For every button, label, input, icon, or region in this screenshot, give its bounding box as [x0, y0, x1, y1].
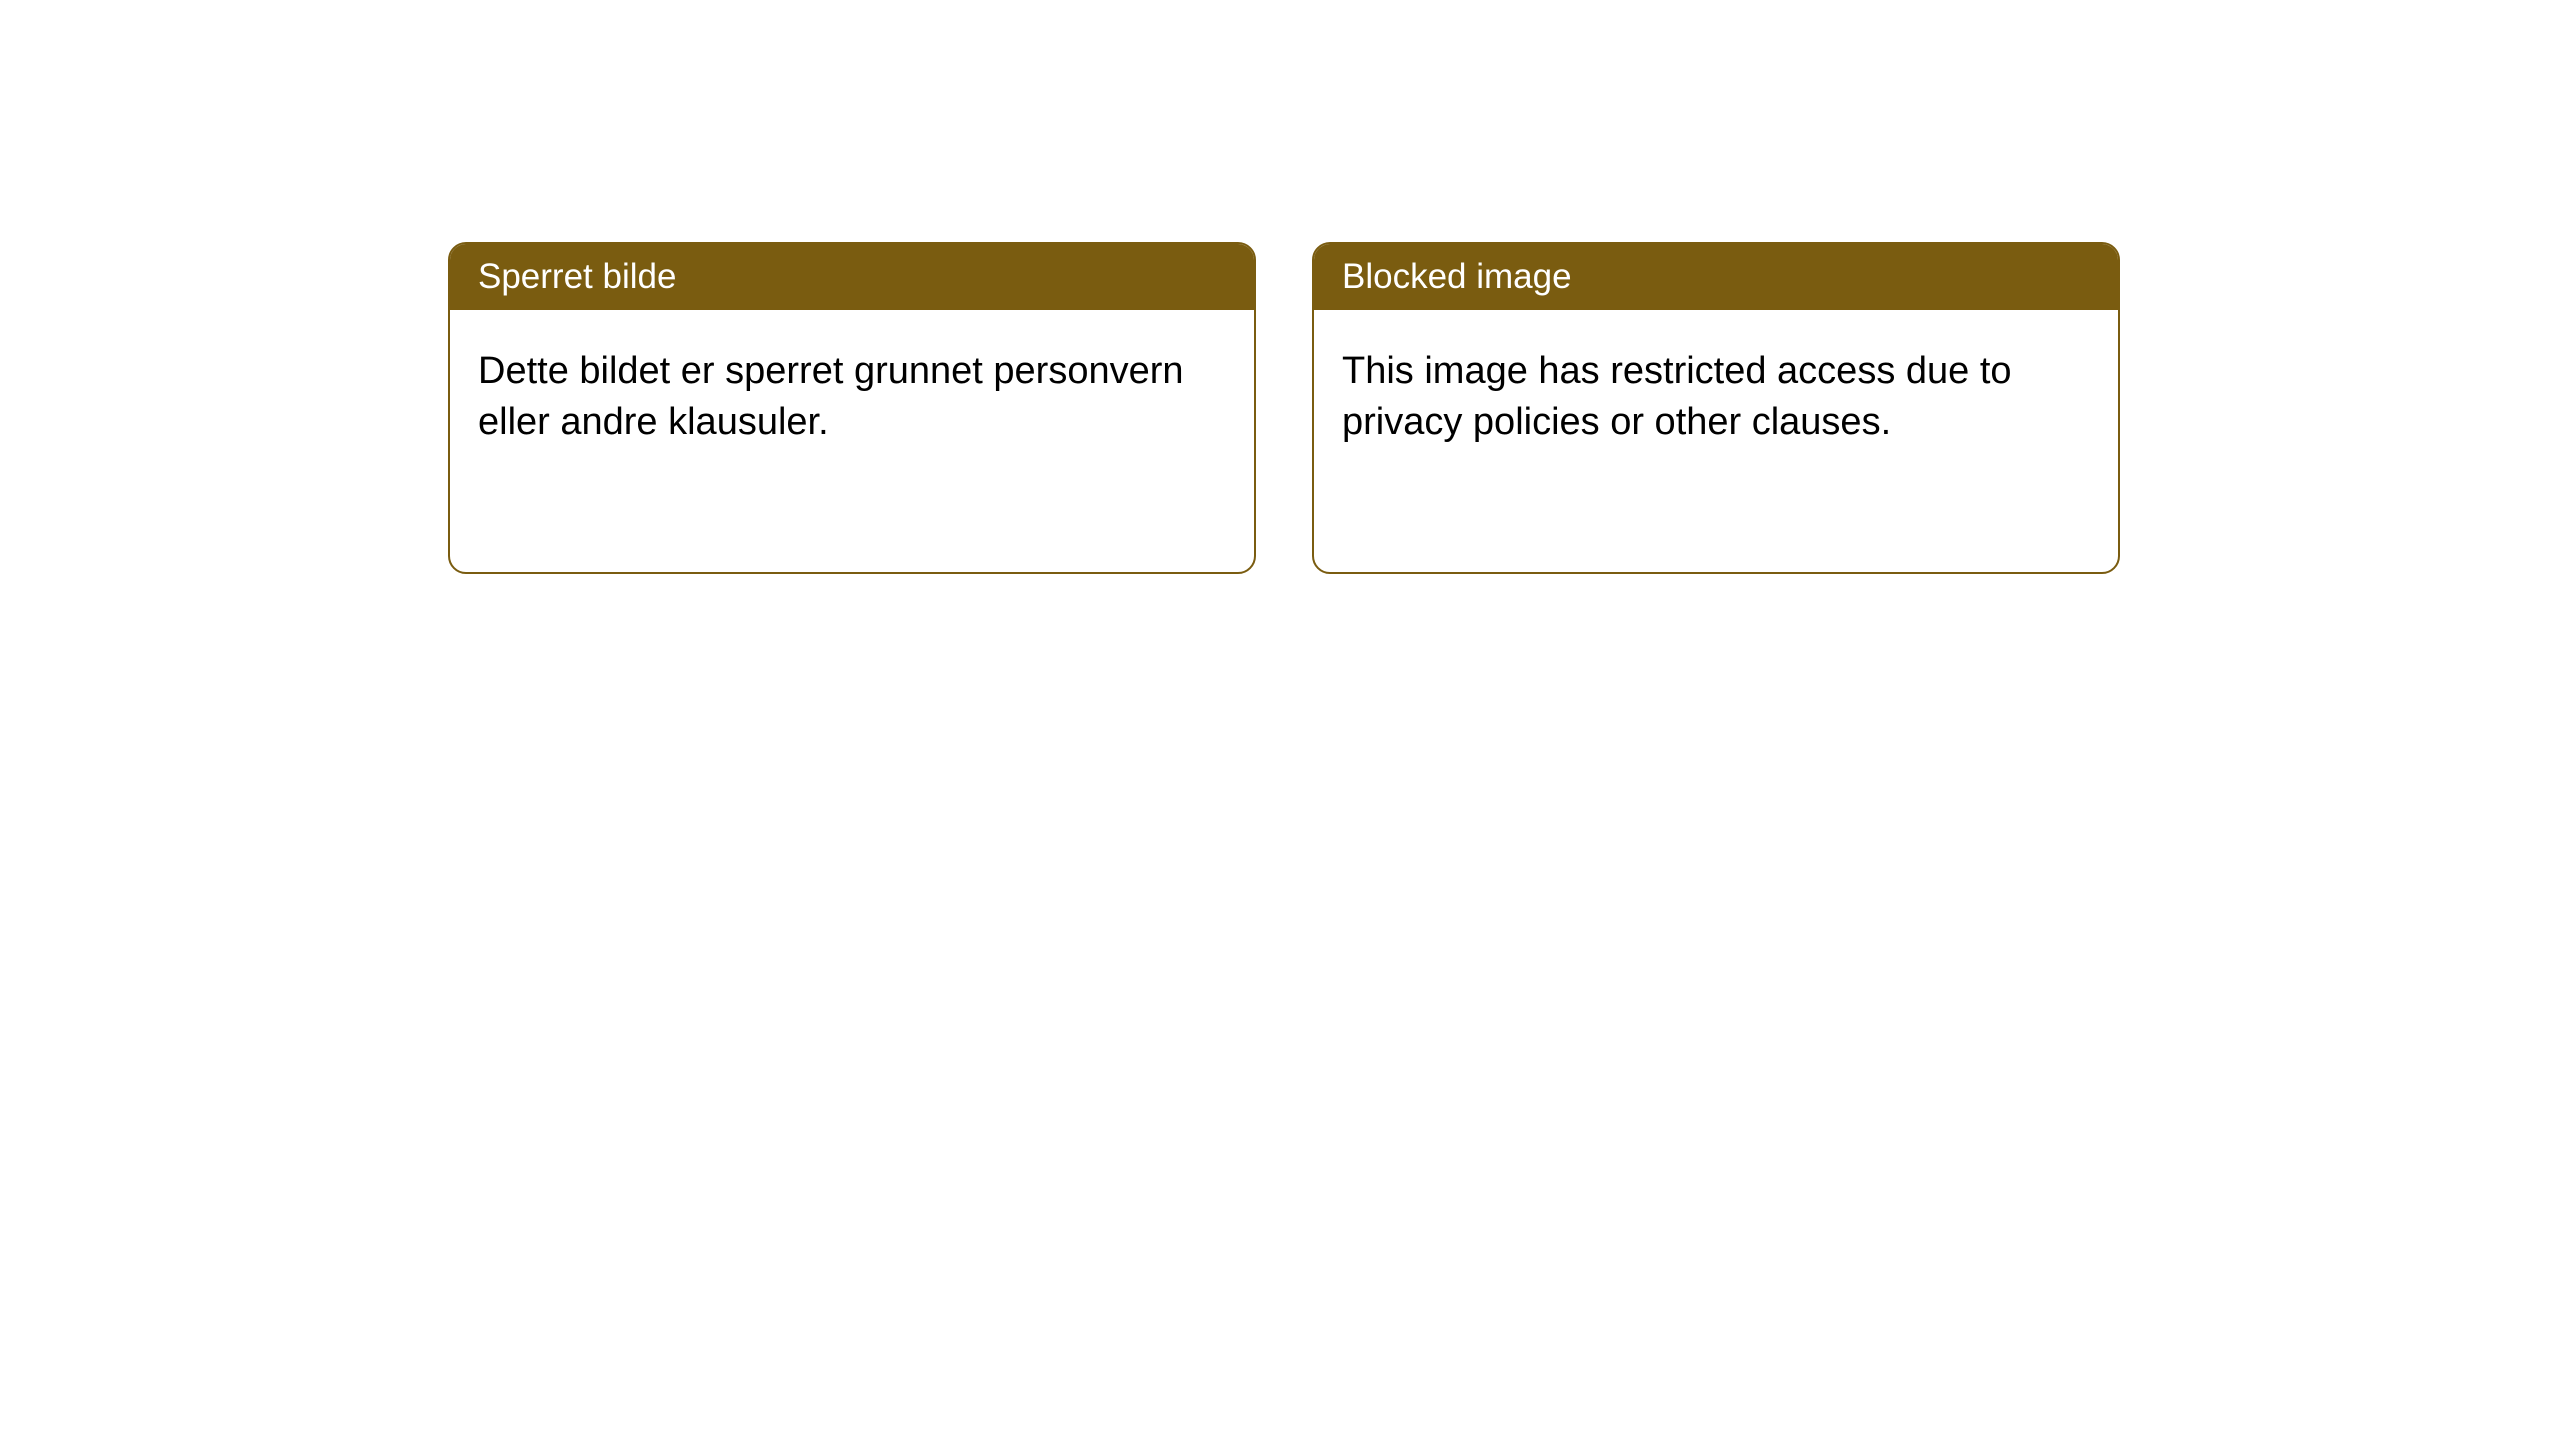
notice-title-no: Sperret bilde	[478, 257, 676, 296]
notice-body-en: This image has restricted access due to …	[1314, 310, 2118, 485]
notice-text-no: Dette bildet er sperret grunnet personve…	[478, 350, 1184, 443]
notice-header-en: Blocked image	[1314, 244, 2118, 310]
notice-title-en: Blocked image	[1342, 257, 1572, 296]
notice-text-en: This image has restricted access due to …	[1342, 350, 2012, 443]
notice-container: Sperret bilde Dette bildet er sperret gr…	[448, 242, 2120, 574]
notice-card-en: Blocked image This image has restricted …	[1312, 242, 2120, 574]
notice-body-no: Dette bildet er sperret grunnet personve…	[450, 310, 1254, 485]
notice-header-no: Sperret bilde	[450, 244, 1254, 310]
notice-card-no: Sperret bilde Dette bildet er sperret gr…	[448, 242, 1256, 574]
